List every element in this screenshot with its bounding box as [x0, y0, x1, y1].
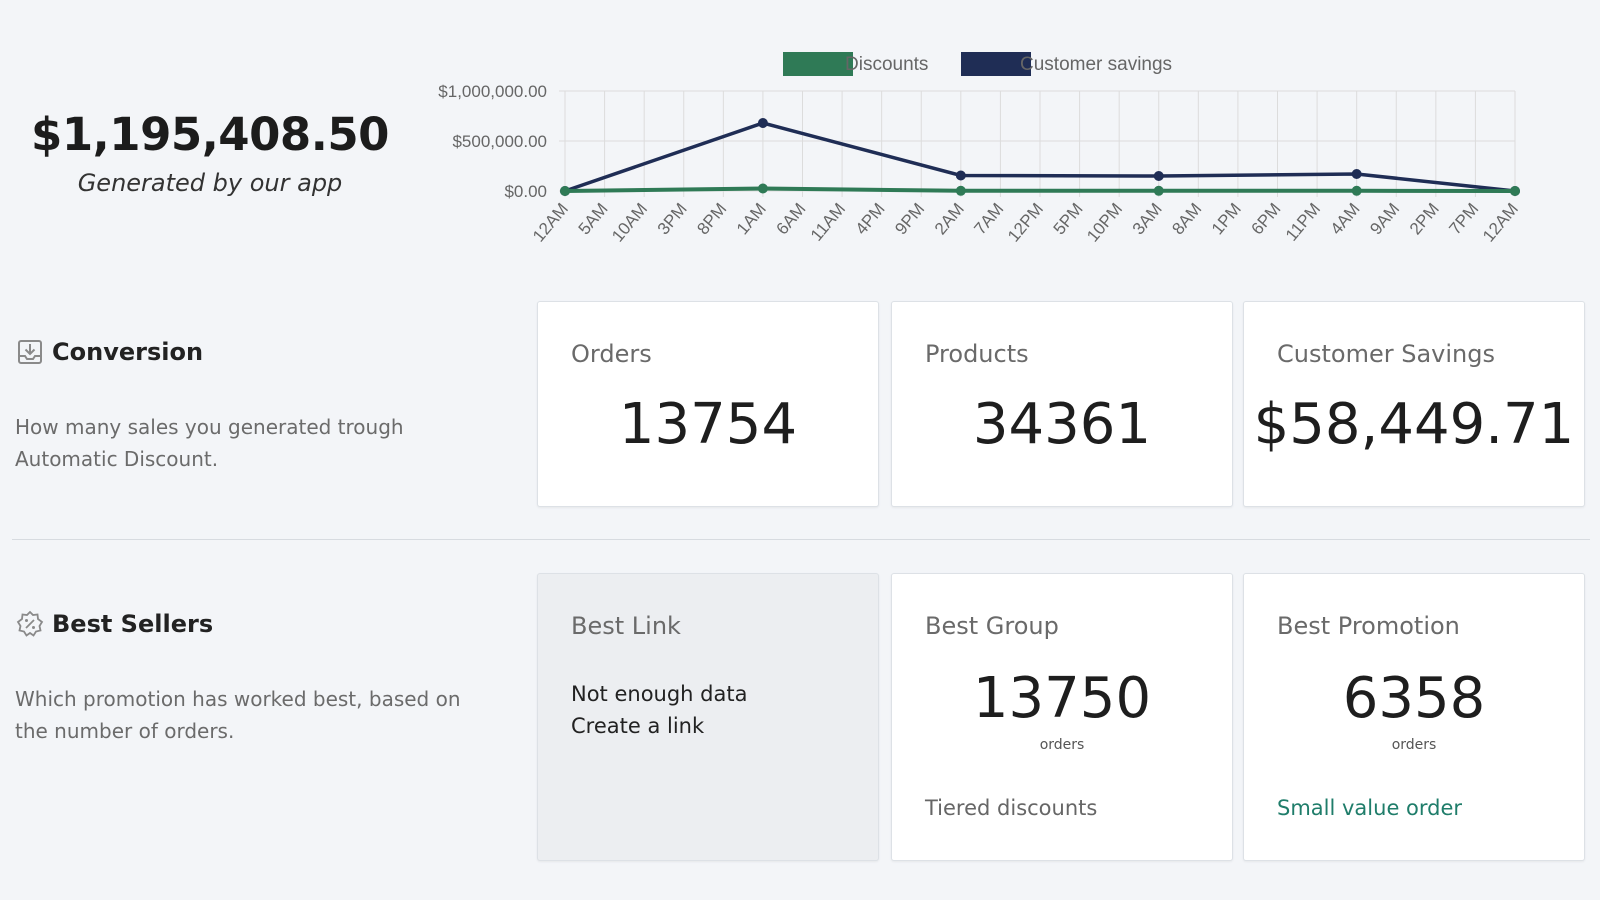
x-tick-label: 7PM [1445, 199, 1482, 238]
orders-card-title: Orders [571, 340, 652, 368]
data-point-customer-savings [757, 118, 768, 128]
y-tick-label: $0.00 [504, 182, 547, 201]
customer-savings-card: Customer Savings $58,449.71 [1243, 301, 1585, 507]
x-tick-label: 10PM [1083, 199, 1126, 245]
x-tick-label: 2AM [931, 199, 968, 238]
products-card-title: Products [925, 340, 1029, 368]
best-promotion-value: 6358 [1342, 666, 1486, 731]
legend-swatch-customer-savings [961, 52, 1031, 76]
customer-savings-card-title: Customer Savings [1277, 340, 1495, 368]
orders-card-value: 13754 [618, 392, 798, 457]
conversion-header: Conversion [16, 338, 203, 366]
products-card-value: 34361 [972, 392, 1152, 457]
legend-label: Discounts [845, 54, 928, 75]
products-card: Products 34361 [891, 301, 1233, 507]
x-tick-label: 4PM [852, 199, 889, 238]
data-point-discounts [560, 186, 570, 196]
best-sellers-title: Best Sellers [52, 610, 214, 638]
x-tick-label: 6AM [773, 199, 810, 238]
x-tick-label: 10AM [608, 199, 651, 245]
best-link-card: Best Link Not enough data Create a link [537, 573, 879, 861]
customer-savings-card-value: $58,449.71 [1253, 392, 1575, 457]
data-point-discounts [757, 183, 768, 194]
best-link-card-title: Best Link [571, 612, 681, 640]
x-tick-label: 7AM [970, 199, 1007, 238]
discount-badge-icon [16, 610, 44, 638]
best-promotion-unit: orders [1391, 737, 1437, 753]
best-group-unit: orders [1039, 737, 1085, 753]
x-tick-label: 1PM [1208, 199, 1245, 238]
x-tick-label: 12AM [1479, 199, 1522, 245]
hero-total: $1,195,408.50 Generated by our app [0, 108, 420, 197]
y-tick-label: $500,000.00 [452, 132, 547, 151]
legend-swatch-discounts [783, 52, 853, 76]
x-tick-label: 3PM [654, 199, 691, 238]
legend-label: Customer savings [1020, 54, 1172, 75]
data-point-discounts [1153, 185, 1164, 196]
best-group-card: Best Group 13750 orders Tiered discounts [891, 573, 1233, 861]
x-tick-label: 1AM [733, 199, 770, 238]
best-link-empty-message: Not enough data [571, 682, 748, 706]
x-tick-label: 2PM [1406, 199, 1443, 238]
data-point-discounts [955, 185, 966, 196]
inbox-download-icon [16, 338, 44, 366]
x-tick-label: 5AM [575, 199, 612, 238]
x-tick-label: 8AM [1168, 199, 1205, 238]
data-point-customer-savings [955, 170, 966, 181]
data-point-discounts [1351, 185, 1362, 196]
x-tick-label: 9PM [891, 199, 928, 238]
best-group-name: Tiered discounts [925, 796, 1098, 820]
best-group-value: 13750 [972, 666, 1152, 731]
x-tick-label: 11AM [807, 199, 849, 244]
section-divider [12, 539, 1590, 540]
x-tick-label: 12AM [529, 199, 572, 245]
best-sellers-description: Which promotion has worked best, based o… [15, 687, 461, 743]
data-point-customer-savings [1351, 169, 1362, 179]
x-tick-label: 4AM [1327, 199, 1364, 238]
conversion-description: How many sales you generated trough Auto… [15, 415, 404, 471]
x-tick-label: 5PM [1050, 199, 1087, 238]
x-tick-label: 12PM [1004, 199, 1047, 245]
data-point-discounts [1510, 186, 1520, 196]
x-tick-label: 6PM [1248, 199, 1285, 238]
data-point-customer-savings [1153, 171, 1164, 181]
conversion-title: Conversion [52, 338, 204, 366]
best-promotion-card: Best Promotion 6358 orders Small value o… [1243, 573, 1585, 861]
best-promotion-card-title: Best Promotion [1277, 612, 1460, 640]
x-tick-label: 8PM [693, 199, 730, 238]
x-tick-label: 11PM [1282, 199, 1324, 244]
x-tick-label: 9AM [1366, 199, 1403, 238]
total-generated-amount: $1,195,408.50 [31, 108, 389, 161]
x-tick-label: 3AM [1129, 199, 1166, 238]
best-sellers-header: Best Sellers [16, 610, 213, 638]
best-promotion-name-link[interactable]: Small value order [1277, 796, 1463, 820]
series-line-discounts [564, 186, 1516, 193]
best-group-card-title: Best Group [925, 612, 1059, 640]
y-tick-label: $1,000,000.00 [438, 82, 547, 101]
total-generated-caption: Generated by our app [77, 169, 343, 197]
orders-card: Orders 13754 [537, 301, 879, 507]
series-line-customer-savings [564, 121, 1516, 193]
create-link-link[interactable]: Create a link [571, 714, 705, 738]
